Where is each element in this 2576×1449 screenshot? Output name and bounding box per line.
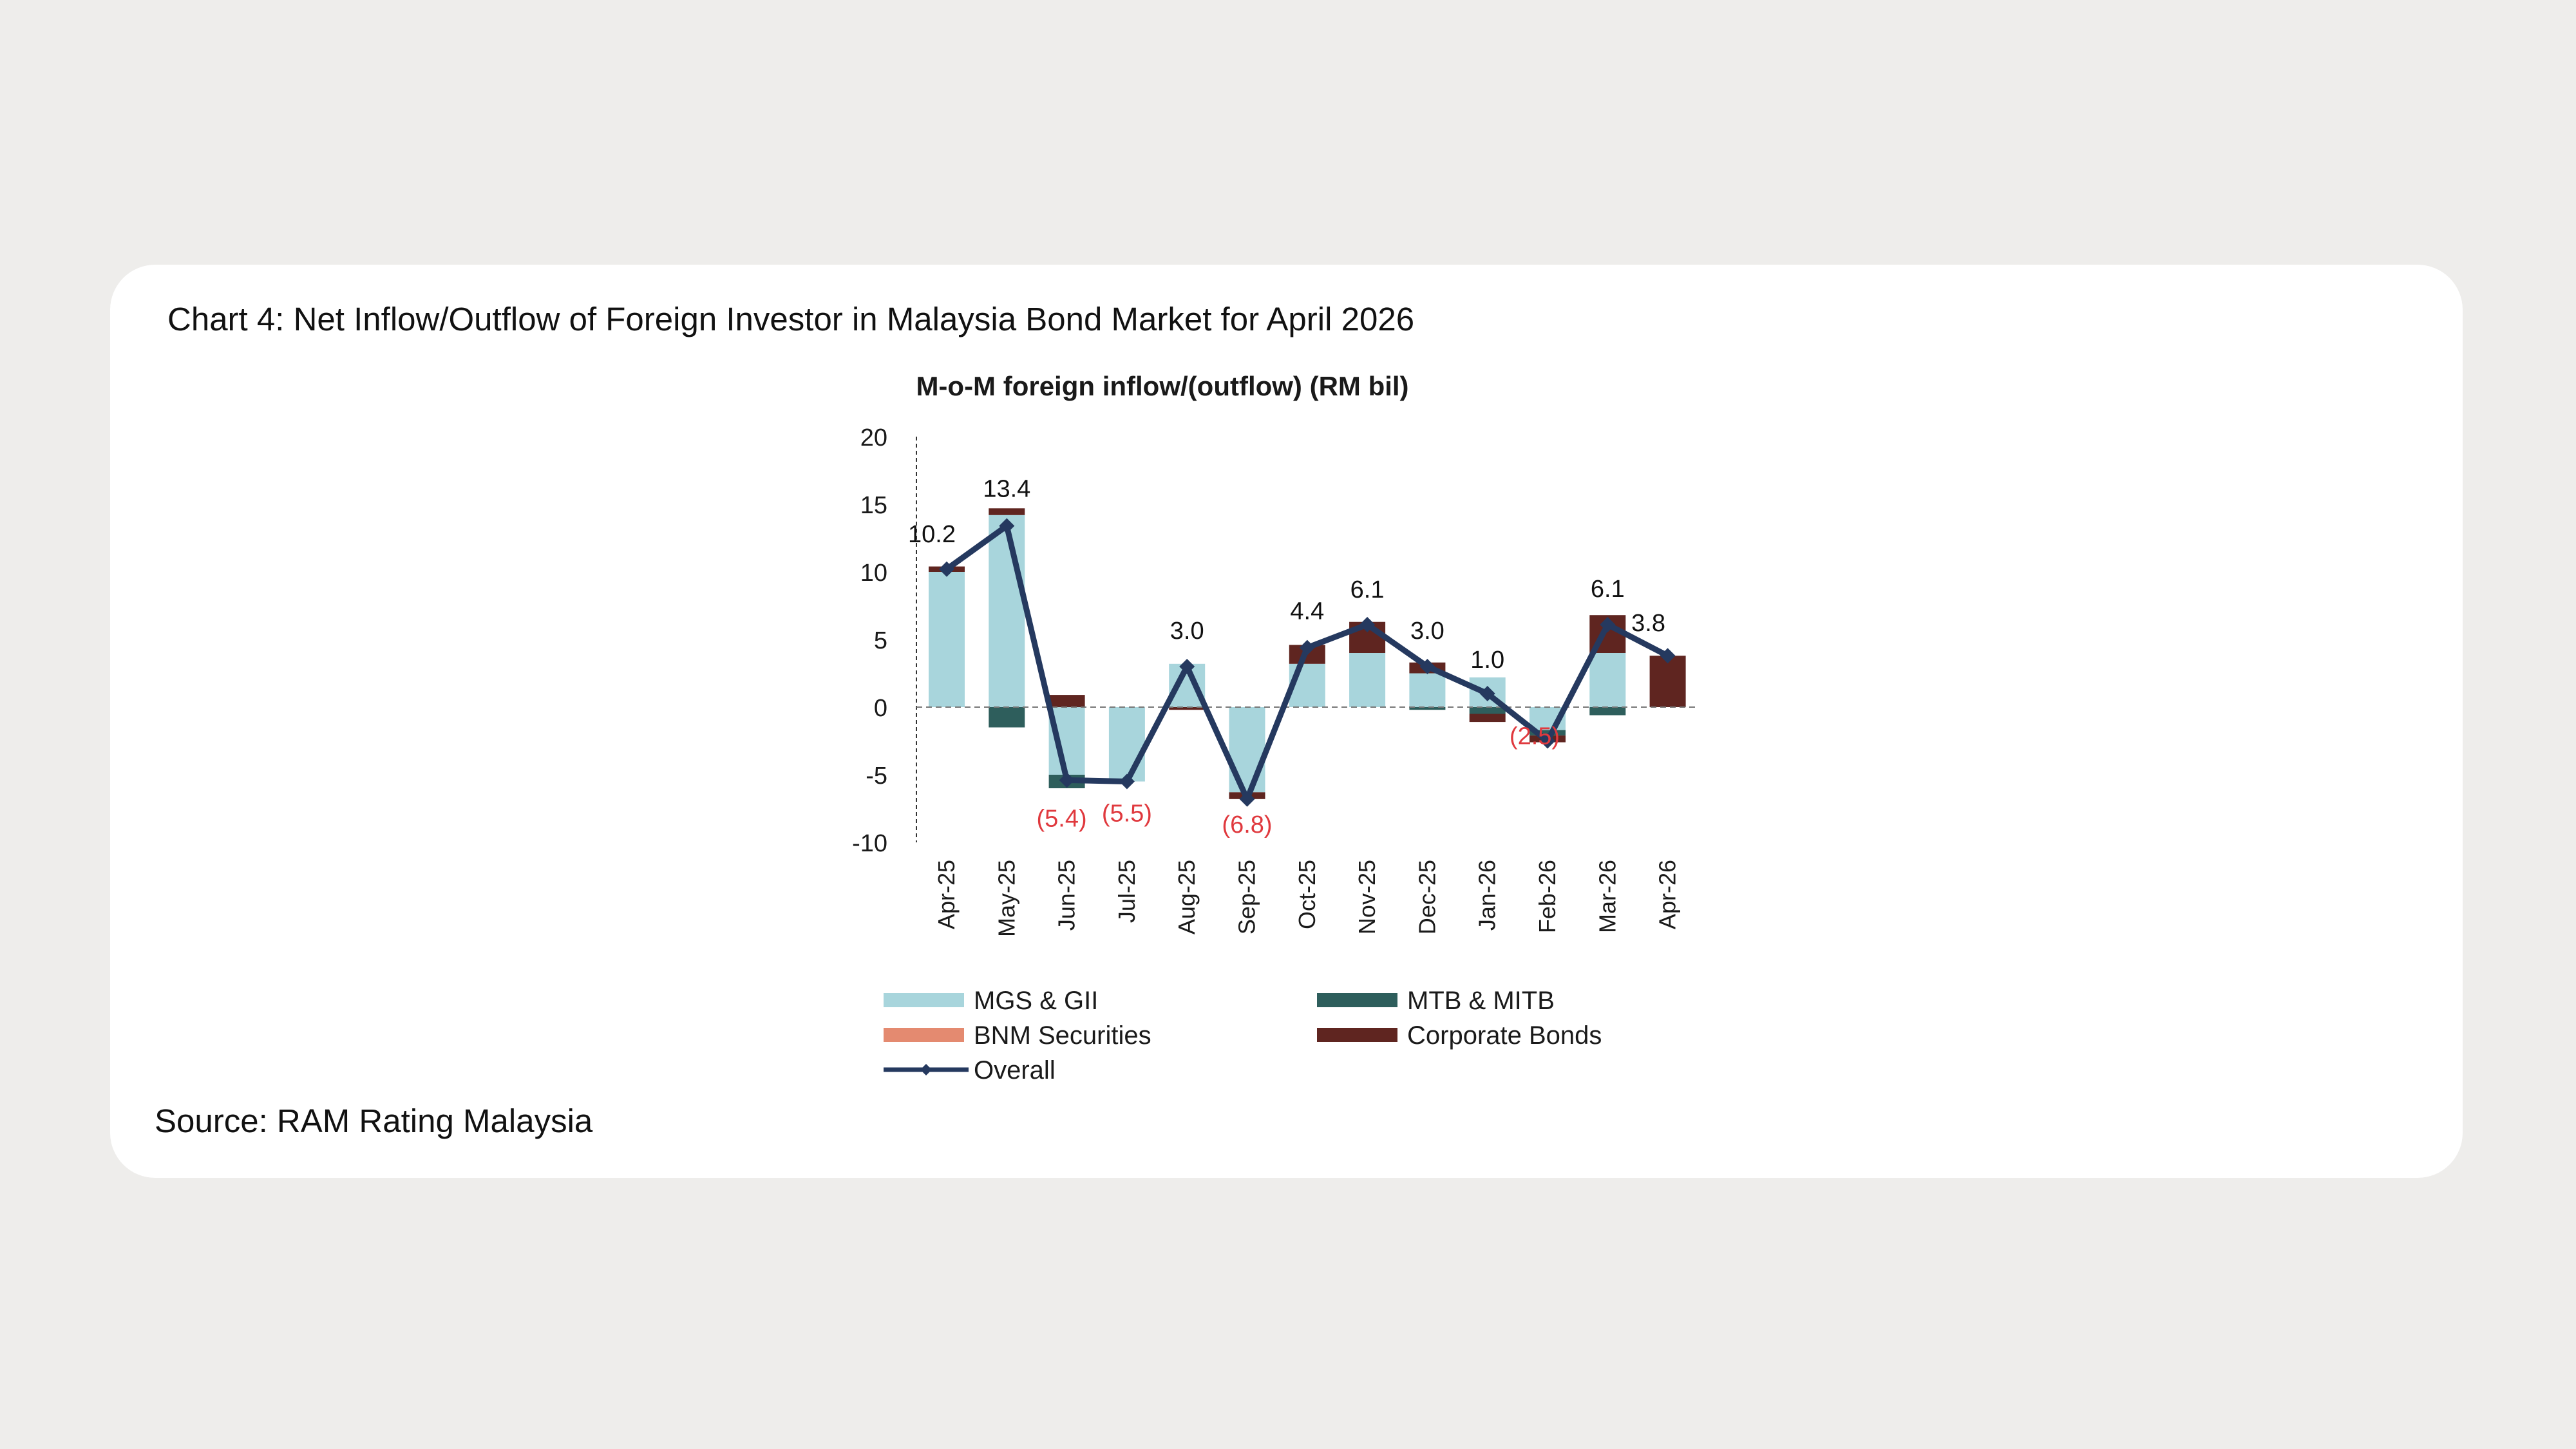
x-tick-label: Dec-25 xyxy=(1414,860,1440,934)
legend-label: MGS & GII xyxy=(974,987,1098,1015)
legend-label: Overall xyxy=(974,1056,1056,1084)
legend-swatch xyxy=(884,993,964,1007)
data-label: 3.8 xyxy=(1631,610,1665,637)
bar-segment xyxy=(1048,695,1085,707)
y-tick-label: 0 xyxy=(874,695,887,722)
y-tick-label: 10 xyxy=(860,560,887,587)
x-tick-label: May-25 xyxy=(993,860,1019,937)
x-tick-label: Jun-25 xyxy=(1054,860,1080,931)
y-tick-label: 20 xyxy=(860,424,887,451)
x-tick-label: Sep-25 xyxy=(1234,860,1260,934)
data-label: (2.5) xyxy=(1510,723,1560,750)
bar-segment xyxy=(1108,707,1145,782)
bar-segment xyxy=(929,572,965,707)
chart-title: M-o-M foreign inflow/(outflow) (RM bil) xyxy=(916,371,1408,401)
x-tick-label: Mar-26 xyxy=(1594,860,1620,933)
bar-segment xyxy=(1469,714,1506,723)
overall-point xyxy=(939,561,954,577)
overall-point xyxy=(1299,639,1315,656)
x-tick-label: Nov-25 xyxy=(1354,860,1380,934)
bar-segment xyxy=(1169,707,1206,710)
data-label: 13.4 xyxy=(983,476,1030,503)
x-tick-label: Jul-25 xyxy=(1113,860,1140,923)
chart-caption: Chart 4: Net Inflow/Outflow of Foreign I… xyxy=(167,301,1415,337)
data-label: 4.4 xyxy=(1290,598,1324,625)
data-label: (6.8) xyxy=(1222,811,1272,838)
chart-source: Source: RAM Rating Malaysia xyxy=(155,1103,593,1139)
bar-segment xyxy=(1530,730,1566,736)
legend-label: BNM Securities xyxy=(974,1021,1151,1050)
x-tick-label: Oct-25 xyxy=(1294,860,1320,929)
chart-card: Chart 4: Net Inflow/Outflow of Foreign I… xyxy=(110,265,2463,1178)
x-tick-label: Feb-26 xyxy=(1534,860,1560,933)
y-tick-label: 15 xyxy=(860,492,887,519)
data-label: 1.0 xyxy=(1470,647,1504,674)
bar-segment xyxy=(989,707,1025,728)
overall-point xyxy=(1479,686,1495,701)
overall-point xyxy=(1059,772,1075,788)
chart-legend: MGS & GII MTB & MITB BNM Securities Corpora… xyxy=(884,987,1602,1084)
data-label: 3.0 xyxy=(1170,618,1204,645)
legend-swatch xyxy=(884,1028,964,1042)
overall-point xyxy=(1419,659,1435,674)
legend-marker xyxy=(920,1064,932,1075)
overall-point xyxy=(1119,773,1135,790)
data-label: 6.1 xyxy=(1591,576,1625,603)
bar-segment xyxy=(1649,656,1686,707)
bar-segment xyxy=(989,508,1025,515)
x-tick-label: Apr-25 xyxy=(933,860,960,929)
data-label: (5.4) xyxy=(1037,805,1087,832)
data-label: (5.5) xyxy=(1102,800,1152,828)
bar-segment xyxy=(1349,653,1386,707)
bar-segment xyxy=(1469,707,1506,714)
bar-segment xyxy=(1589,707,1626,715)
bar-segment xyxy=(989,515,1025,707)
bar-segment xyxy=(1409,707,1446,710)
bar-segment xyxy=(1589,653,1626,707)
legend-label: Corporate Bonds xyxy=(1407,1021,1602,1050)
y-tick-label: -5 xyxy=(866,762,887,790)
data-label: 6.1 xyxy=(1350,576,1385,603)
plot-area: 20 15 10 5 0 -5 -10 10.2 13.4 (5.4) (5.5) 3.0 (6.8) 4… xyxy=(852,424,1697,937)
legend-swatch xyxy=(1317,993,1397,1007)
bar-segment xyxy=(1409,673,1446,707)
overall-point xyxy=(1540,733,1555,749)
legend-label: MTB & MITB xyxy=(1407,987,1555,1015)
data-label: 10.2 xyxy=(908,521,956,548)
x-tick-label: Jan-26 xyxy=(1474,860,1501,931)
overall-point xyxy=(1359,616,1376,632)
legend-swatch xyxy=(1317,1028,1397,1042)
overall-point xyxy=(1239,791,1255,807)
y-tick-label: -10 xyxy=(852,830,887,857)
bar-segment xyxy=(1229,707,1265,793)
overall-point xyxy=(1179,659,1195,674)
overall-point xyxy=(1660,648,1676,664)
overall-point xyxy=(999,518,1015,534)
data-label: 3.0 xyxy=(1410,618,1444,645)
y-tick-label: 5 xyxy=(874,627,887,654)
x-tick-label: Apr-26 xyxy=(1654,860,1681,929)
x-tick-label: Aug-25 xyxy=(1173,860,1200,934)
overall-point xyxy=(1600,616,1616,632)
